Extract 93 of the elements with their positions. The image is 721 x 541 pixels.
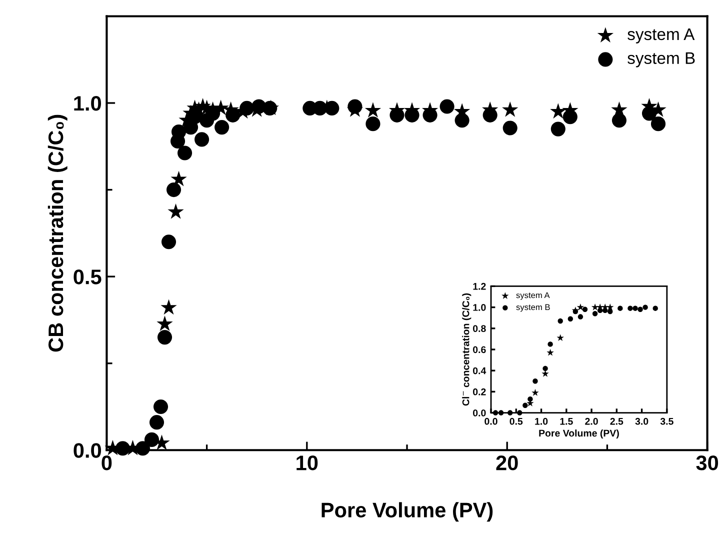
- point: [170, 170, 187, 186]
- x-tick-label: 1.0: [535, 418, 548, 425]
- point: [508, 410, 513, 416]
- legend-label: system B: [516, 304, 550, 312]
- point: [532, 378, 538, 384]
- point: [168, 203, 184, 219]
- y-tick-label: 0.0: [74, 443, 101, 458]
- point: [582, 306, 588, 312]
- point: [556, 334, 564, 341]
- point: [226, 108, 240, 122]
- y-axis-title: CB concentration (C/C₀): [48, 114, 68, 352]
- point: [157, 330, 172, 345]
- point: [115, 441, 130, 456]
- point: [348, 99, 362, 114]
- x-tick-label: 10: [296, 456, 318, 470]
- y-tick-label: 0.8: [473, 325, 486, 332]
- point: [528, 396, 533, 402]
- point: [522, 402, 528, 408]
- point: [591, 303, 599, 310]
- x-axis-title: Pore Volume (PV): [322, 502, 493, 522]
- point: [502, 101, 518, 117]
- point: [650, 116, 666, 132]
- x-tick-label: 30: [696, 456, 718, 470]
- point: [517, 410, 522, 416]
- point: [562, 110, 578, 124]
- point: [548, 342, 553, 347]
- point: [618, 306, 623, 311]
- point: [156, 316, 173, 331]
- point: [178, 146, 192, 160]
- y-tick-label: 1.2: [473, 282, 486, 290]
- point: [568, 316, 574, 322]
- point: [642, 106, 657, 121]
- y-tick-label: 0.0: [473, 410, 486, 416]
- x-tick-label: 2.0: [585, 418, 598, 425]
- x-tick-label: 3.5: [660, 418, 674, 425]
- point: [602, 308, 608, 314]
- point: [262, 100, 278, 116]
- point: [502, 120, 518, 136]
- point: [482, 108, 498, 122]
- point: [576, 303, 584, 310]
- point: [542, 366, 548, 372]
- point: [578, 314, 584, 320]
- x-tick-label: 20: [496, 456, 518, 470]
- legend-label: system A: [516, 292, 550, 300]
- point: [454, 113, 470, 128]
- point: [160, 299, 177, 315]
- x-tick-label: 3.0: [635, 418, 648, 425]
- x-tick-label: 0.5: [510, 418, 523, 425]
- point: [597, 308, 603, 314]
- point: [612, 113, 626, 128]
- point: [214, 120, 230, 135]
- y-axis-title: Cl$^{−}$ concentration (C/C₀): [462, 293, 472, 406]
- point: [366, 116, 380, 132]
- point: [324, 100, 340, 116]
- point: [364, 102, 382, 118]
- point: [240, 100, 254, 116]
- point: [550, 122, 566, 136]
- point: [608, 308, 613, 314]
- point: [161, 234, 176, 250]
- y-tick-label: 0.6: [473, 346, 486, 354]
- point: [206, 106, 220, 121]
- point: [440, 99, 454, 114]
- point: [550, 103, 566, 119]
- y-tick-label: 0.5: [74, 270, 102, 284]
- point: [558, 318, 563, 324]
- y-tick-label: 0.4: [473, 367, 486, 374]
- point: [144, 432, 160, 447]
- y-tick-label: 0.2: [473, 388, 486, 396]
- point: [171, 124, 186, 140]
- point: [498, 410, 504, 416]
- point: [135, 441, 150, 456]
- point: [652, 306, 658, 311]
- point: [642, 304, 648, 310]
- x-tick-label: 0.0: [484, 418, 498, 425]
- y-tick-label: 1.0: [473, 304, 486, 311]
- point: [149, 415, 164, 430]
- x-tick-label: 0: [102, 456, 112, 470]
- point: [166, 182, 182, 198]
- point: [638, 306, 643, 312]
- x-axis-title: Pore Volume (PV): [539, 429, 619, 439]
- point: [546, 348, 554, 356]
- legend-label: system B: [628, 52, 695, 68]
- point: [194, 132, 210, 147]
- y-tick-label: 1.0: [74, 96, 101, 111]
- point: [532, 388, 539, 396]
- x-tick-label: 2.5: [610, 418, 624, 425]
- x-tick-label: 1.5: [560, 418, 573, 425]
- legend-label: system A: [628, 28, 695, 44]
- point: [628, 306, 633, 311]
- point: [632, 306, 638, 311]
- point: [606, 303, 614, 310]
- point: [153, 399, 168, 414]
- point: [592, 311, 598, 316]
